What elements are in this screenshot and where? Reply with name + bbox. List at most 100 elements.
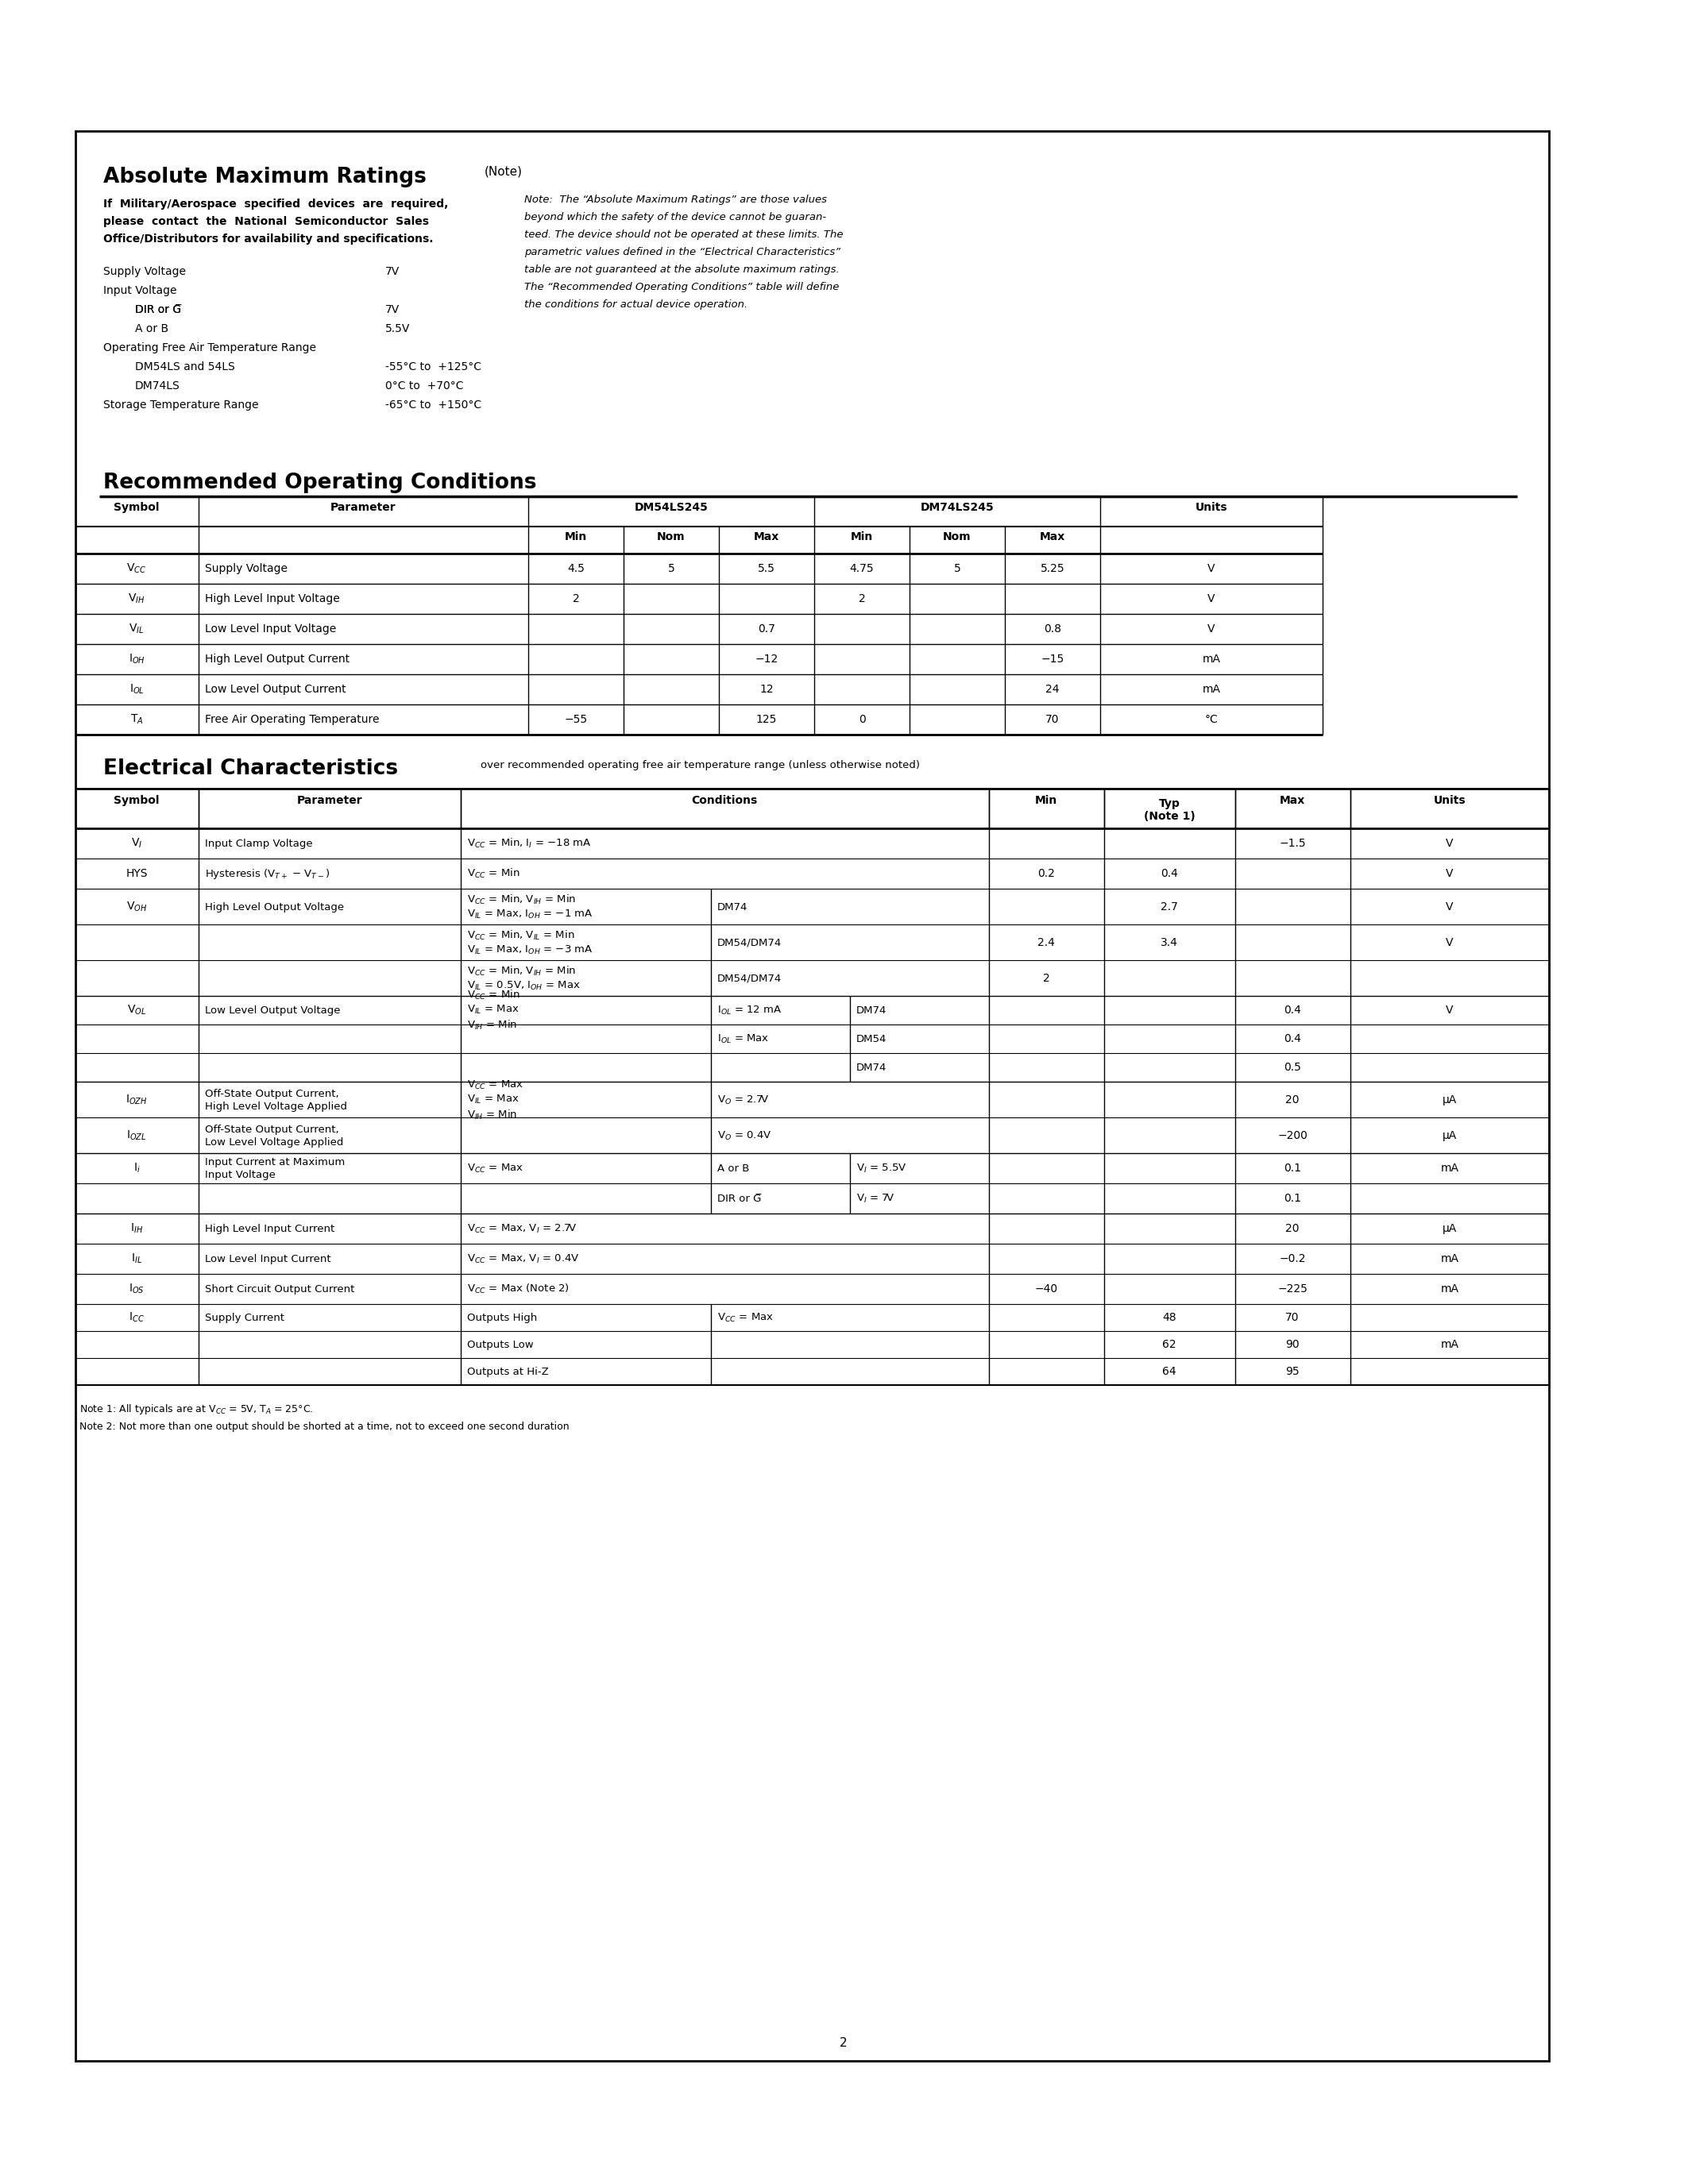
- Text: V$_{CC}$ = Min: V$_{CC}$ = Min: [468, 867, 520, 880]
- Text: 0.1: 0.1: [1283, 1162, 1301, 1173]
- Text: Nom: Nom: [657, 531, 685, 542]
- Text: V$_{CC}$ = Min, V$_{IH}$ = Min
V$_{IL}$ = 0.5V, I$_{OH}$ = Max: V$_{CC}$ = Min, V$_{IH}$ = Min V$_{IL}$ …: [468, 965, 581, 992]
- Text: 2: 2: [859, 594, 866, 605]
- Text: I$_{OS}$: I$_{OS}$: [128, 1282, 145, 1295]
- Text: V: V: [1447, 937, 1453, 948]
- Text: Note:  The “Absolute Maximum Ratings” are those values: Note: The “Absolute Maximum Ratings” are…: [525, 194, 827, 205]
- Text: Input Current at Maximum
Input Voltage: Input Current at Maximum Input Voltage: [204, 1158, 344, 1179]
- Text: Outputs at Hi-Z: Outputs at Hi-Z: [468, 1367, 549, 1376]
- Text: V: V: [1447, 867, 1453, 880]
- Text: Min: Min: [1035, 795, 1057, 806]
- Text: μA: μA: [1443, 1129, 1457, 1142]
- Text: Absolute Maximum Ratings: Absolute Maximum Ratings: [103, 166, 427, 188]
- Text: teed. The device should not be operated at these limits. The: teed. The device should not be operated …: [525, 229, 844, 240]
- Text: Low Level Input Voltage: Low Level Input Voltage: [204, 622, 336, 636]
- Text: DM54LS and 54LS: DM54LS and 54LS: [135, 360, 235, 373]
- Text: V: V: [1447, 1005, 1453, 1016]
- Text: 12: 12: [760, 684, 773, 695]
- Text: Storage Temperature Range: Storage Temperature Range: [103, 400, 258, 411]
- Text: 5.5: 5.5: [758, 563, 775, 574]
- Text: V$_I$: V$_I$: [132, 836, 142, 850]
- Text: V$_{CC}$ = Max, V$_I$ = 0.4V: V$_{CC}$ = Max, V$_I$ = 0.4V: [468, 1254, 579, 1265]
- Text: Conditions: Conditions: [692, 795, 758, 806]
- Text: 0.4: 0.4: [1285, 1005, 1301, 1016]
- Text: −0.2: −0.2: [1280, 1254, 1307, 1265]
- Text: 3.4: 3.4: [1161, 937, 1178, 948]
- Text: 5: 5: [668, 563, 675, 574]
- Text: V: V: [1207, 594, 1215, 605]
- Text: 0.4: 0.4: [1285, 1033, 1301, 1044]
- Text: I$_{OL}$ = Max: I$_{OL}$ = Max: [717, 1033, 770, 1044]
- Text: Min: Min: [851, 531, 873, 542]
- Text: 0.2: 0.2: [1038, 867, 1055, 880]
- Text: 48: 48: [1163, 1313, 1177, 1324]
- Text: V: V: [1207, 622, 1215, 636]
- Text: 2.7: 2.7: [1161, 902, 1178, 913]
- Text: Operating Free Air Temperature Range: Operating Free Air Temperature Range: [103, 343, 316, 354]
- Text: Outputs Low: Outputs Low: [468, 1339, 533, 1350]
- Text: V: V: [1207, 563, 1215, 574]
- Text: 62: 62: [1163, 1339, 1177, 1350]
- Text: table are not guaranteed at the absolute maximum ratings.: table are not guaranteed at the absolute…: [525, 264, 839, 275]
- Text: 5: 5: [954, 563, 960, 574]
- Text: over recommended operating free air temperature range (unless otherwise noted): over recommended operating free air temp…: [481, 760, 920, 771]
- Text: 4.5: 4.5: [567, 563, 584, 574]
- Text: (Note): (Note): [484, 166, 523, 177]
- Text: mA: mA: [1440, 1254, 1458, 1265]
- Text: 0°C to  +70°C: 0°C to +70°C: [385, 380, 464, 391]
- Text: If  Military/Aerospace  specified  devices  are  required,: If Military/Aerospace specified devices …: [103, 199, 449, 210]
- Text: 2.4: 2.4: [1038, 937, 1055, 948]
- Text: 7V: 7V: [385, 266, 400, 277]
- Text: −15: −15: [1041, 653, 1063, 664]
- Text: T$_A$: T$_A$: [130, 712, 143, 725]
- Text: A or B: A or B: [135, 323, 169, 334]
- Text: −40: −40: [1035, 1284, 1058, 1295]
- Text: 7V: 7V: [385, 304, 400, 314]
- Text: I$_{OZH}$: I$_{OZH}$: [125, 1094, 147, 1107]
- Text: mA: mA: [1202, 653, 1220, 664]
- Text: V$_{CC}$ = Max
V$_{IL}$ = Max
V$_{IH}$ = Min: V$_{CC}$ = Max V$_{IL}$ = Max V$_{IH}$ =…: [468, 1079, 523, 1120]
- Text: V$_{CC}$ = Min
V$_{IL}$ = Max
V$_{IH}$ = Min: V$_{CC}$ = Min V$_{IL}$ = Max V$_{IH}$ =…: [468, 989, 520, 1031]
- Text: °C: °C: [1205, 714, 1219, 725]
- Text: V$_{CC}$ = Max, V$_I$ = 2.7V: V$_{CC}$ = Max, V$_I$ = 2.7V: [468, 1223, 577, 1234]
- Text: -55°C to  +125°C: -55°C to +125°C: [385, 360, 481, 373]
- Text: V$_O$ = 0.4V: V$_O$ = 0.4V: [717, 1129, 771, 1142]
- Text: DM74: DM74: [717, 902, 748, 913]
- Text: −1.5: −1.5: [1280, 839, 1307, 850]
- Text: HYS: HYS: [125, 867, 147, 880]
- Text: V$_{CC}$: V$_{CC}$: [127, 561, 147, 574]
- Text: Low Level Output Current: Low Level Output Current: [204, 684, 346, 695]
- Text: Nom: Nom: [944, 531, 971, 542]
- Text: Parameter: Parameter: [297, 795, 363, 806]
- Text: 64: 64: [1163, 1365, 1177, 1378]
- Text: 70: 70: [1045, 714, 1060, 725]
- Text: V$_I$ = 5.5V: V$_I$ = 5.5V: [856, 1162, 906, 1175]
- Text: I$_{OL}$: I$_{OL}$: [130, 684, 143, 697]
- Text: Max: Max: [1040, 531, 1065, 542]
- Text: DM74: DM74: [856, 1061, 886, 1072]
- Text: Typ
(Note 1): Typ (Note 1): [1143, 797, 1195, 821]
- Text: 20: 20: [1286, 1223, 1300, 1234]
- Text: 0.8: 0.8: [1043, 622, 1062, 636]
- Text: Free Air Operating Temperature: Free Air Operating Temperature: [204, 714, 380, 725]
- Text: Supply Voltage: Supply Voltage: [204, 563, 287, 574]
- Text: High Level Output Current: High Level Output Current: [204, 653, 349, 664]
- Text: 95: 95: [1286, 1365, 1300, 1378]
- Text: Off-State Output Current,
Low Level Voltage Applied: Off-State Output Current, Low Level Volt…: [204, 1125, 343, 1147]
- Text: V$_I$ = 7V: V$_I$ = 7V: [856, 1192, 895, 1203]
- Text: Electrical Characteristics: Electrical Characteristics: [103, 758, 398, 780]
- Text: Low Level Input Current: Low Level Input Current: [204, 1254, 331, 1265]
- Text: High Level Input Current: High Level Input Current: [204, 1223, 334, 1234]
- Text: 0: 0: [859, 714, 866, 725]
- Text: V$_{CC}$ = Max: V$_{CC}$ = Max: [468, 1162, 523, 1175]
- Text: mA: mA: [1202, 684, 1220, 695]
- Text: 2: 2: [841, 2038, 847, 2049]
- Text: V$_{CC}$ = Max: V$_{CC}$ = Max: [717, 1313, 773, 1324]
- Text: I$_{OH}$: I$_{OH}$: [128, 653, 145, 666]
- Text: −200: −200: [1278, 1129, 1308, 1142]
- Text: I$_{IL}$: I$_{IL}$: [132, 1251, 142, 1265]
- Text: please  contact  the  National  Semiconductor  Sales: please contact the National Semiconducto…: [103, 216, 429, 227]
- Text: Max: Max: [755, 531, 780, 542]
- Text: Hysteresis (V$_{T+}$ − V$_{T-}$): Hysteresis (V$_{T+}$ − V$_{T-}$): [204, 867, 329, 880]
- Text: mA: mA: [1440, 1339, 1458, 1350]
